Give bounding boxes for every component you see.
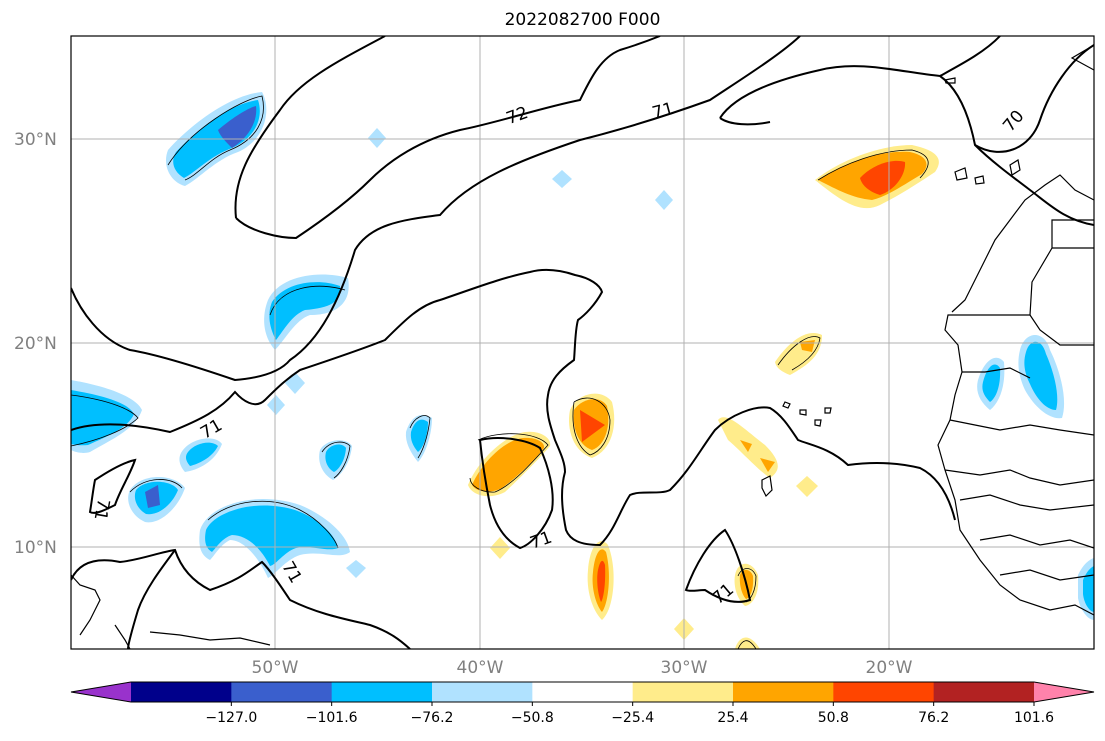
colorbar-segment — [532, 682, 634, 702]
latitude-labels: 10°N 20°N 30°N — [14, 130, 57, 558]
longitude-labels: 50°W 40°W 30°W 20°W — [252, 658, 913, 678]
colorbar-label: −76.2 — [411, 710, 454, 726]
contour-label: 70 — [999, 107, 1028, 136]
contour-label: 71 — [528, 528, 555, 554]
colorbar-segment — [331, 682, 433, 702]
lon-label: 40°W — [457, 658, 504, 678]
colorbar-segment — [933, 682, 1035, 702]
colorbar-segment — [833, 682, 935, 702]
colorbar-segment — [632, 682, 734, 702]
colorbar-label: −50.8 — [511, 710, 554, 726]
colorbar-label: 101.6 — [1014, 710, 1054, 726]
contour-lines — [71, 36, 1094, 649]
colorbar-segment — [231, 682, 333, 702]
lat-label: 10°N — [14, 538, 57, 558]
lat-label: 20°N — [14, 334, 57, 354]
positive-anomaly-areas — [468, 145, 939, 649]
colorbar-segment — [733, 682, 834, 702]
colorbar-label: −25.4 — [611, 710, 654, 726]
colorbar-label: −127.0 — [205, 710, 257, 726]
colorbar-label: 25.4 — [717, 710, 748, 726]
negative-anomaly-areas — [71, 92, 1094, 620]
colorbar-segment — [131, 682, 232, 702]
colorbar-label: −101.6 — [306, 710, 358, 726]
lon-label: 30°W — [661, 658, 708, 678]
colorbar: −127.0 −101.6 −76.2 −50.8 −25.4 25.4 50.8 76.2 1… — [70, 681, 1095, 726]
lon-label: 20°W — [866, 658, 913, 678]
colorbar-outline — [70, 681, 1095, 703]
colorbar-segment — [432, 682, 533, 702]
colorbar-segment — [1034, 682, 1094, 702]
lat-label: 30°N — [14, 130, 57, 150]
contour-label: 71 — [90, 497, 113, 522]
contour-label: 71 — [709, 580, 738, 609]
contour-label: 72 — [504, 103, 531, 129]
colorbar-label: 50.8 — [818, 710, 849, 726]
colorbar-label: 76.2 — [918, 710, 949, 726]
contour-label: 71 — [650, 99, 676, 124]
colorbar-segment — [71, 682, 131, 702]
coastlines — [71, 44, 1094, 649]
map-plot-area: 72 71 70 71 71 71 71 71 — [71, 36, 1094, 649]
anomaly-outlines — [71, 95, 929, 649]
map-frame — [70, 35, 1095, 650]
lon-label: 50°W — [252, 658, 299, 678]
map-title: 2022082700 F000 — [504, 10, 661, 30]
